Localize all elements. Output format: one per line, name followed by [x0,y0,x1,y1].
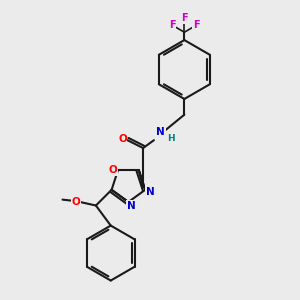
Text: F: F [181,14,188,23]
Text: H: H [167,134,174,143]
Text: F: F [193,20,200,30]
Text: O: O [109,165,118,175]
Text: O: O [118,134,127,144]
Text: N: N [127,201,136,211]
Text: N: N [156,127,165,137]
Text: O: O [72,196,81,207]
Text: N: N [146,187,154,197]
Text: F: F [169,20,176,30]
